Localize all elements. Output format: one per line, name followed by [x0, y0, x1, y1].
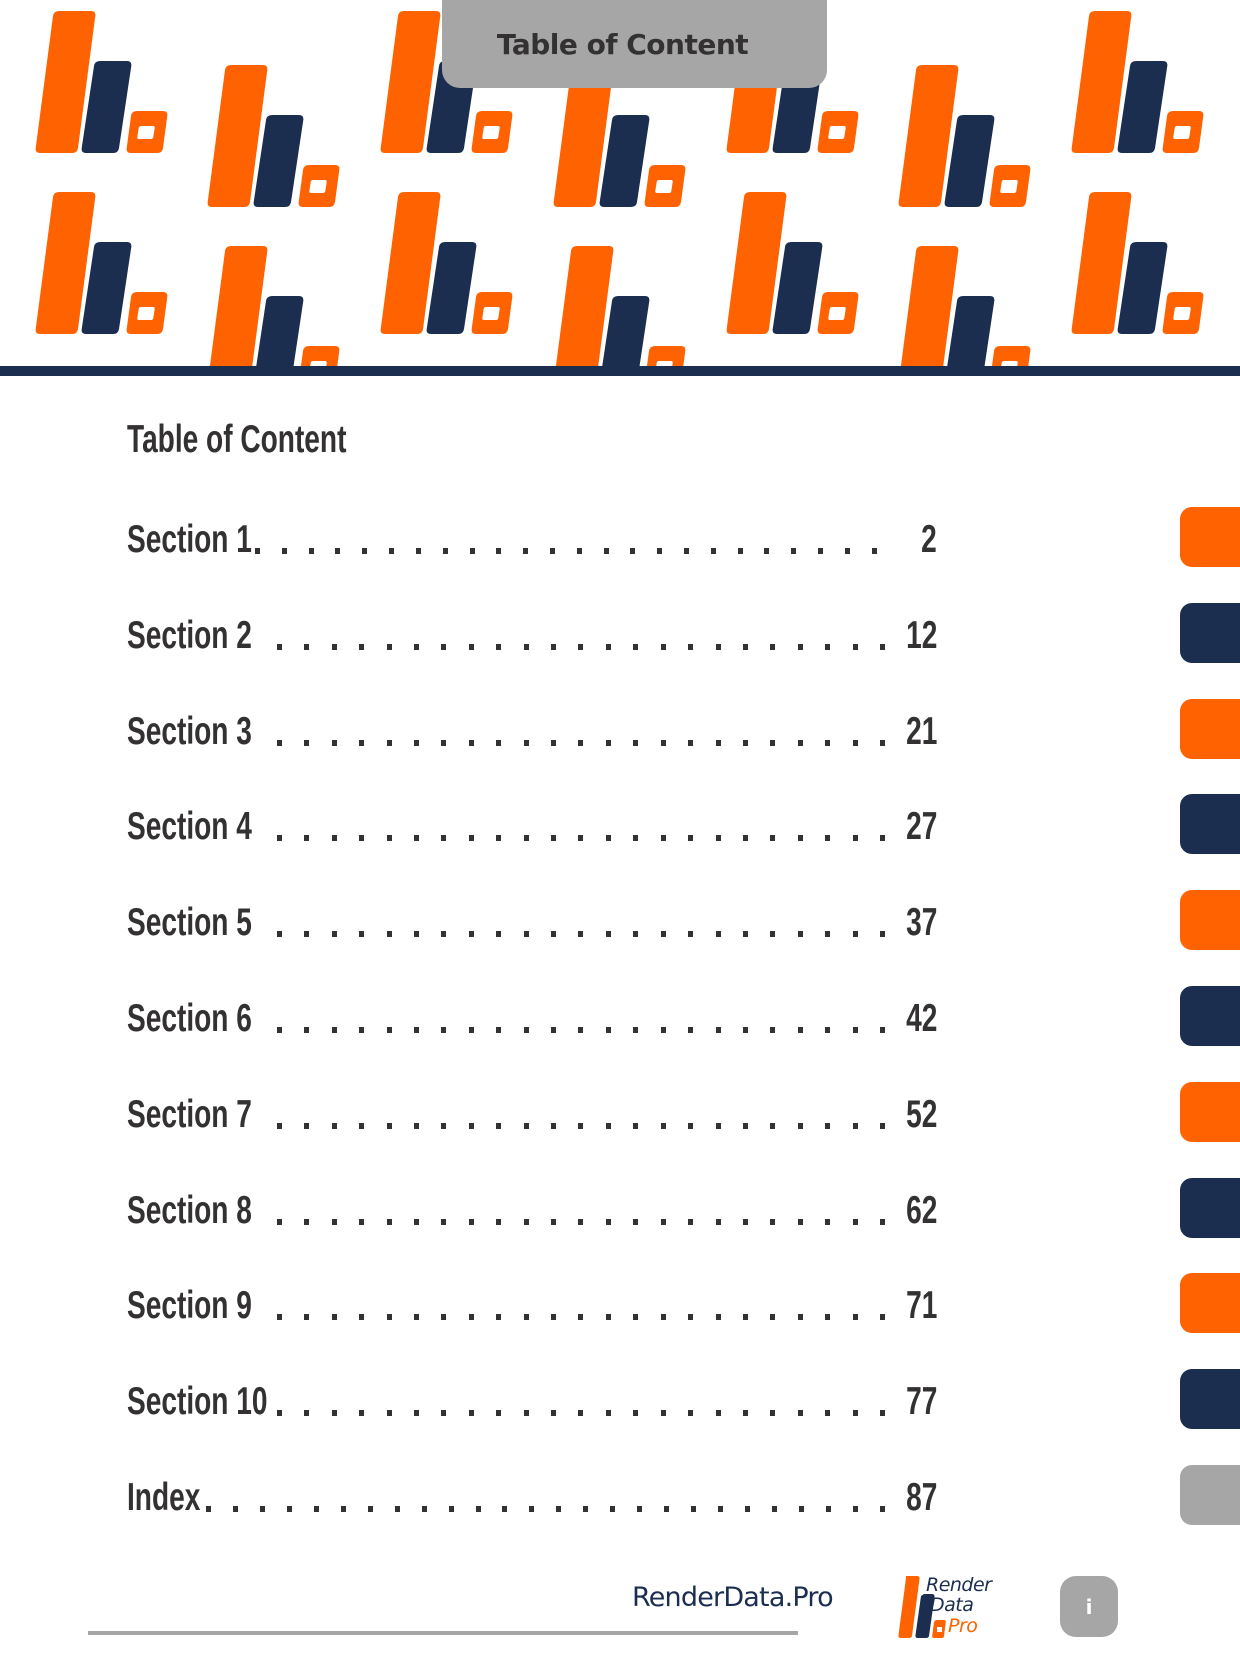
- dot-leader: [277, 1122, 885, 1129]
- bar-chart-motif-icon: [726, 192, 866, 334]
- side-tab-9[interactable]: [1180, 1273, 1240, 1334]
- side-tab-10[interactable]: [1180, 1369, 1240, 1430]
- toc-entry-label: Section 9: [127, 1284, 252, 1328]
- side-tab-8[interactable]: [1180, 1177, 1240, 1238]
- dot-leader: [277, 1027, 885, 1033]
- footer-divider: [88, 1631, 798, 1635]
- toc-entry[interactable]: Section 9 71: [127, 1276, 937, 1336]
- bar-chart-motif-icon: [553, 65, 693, 207]
- logo-text-data: Data: [930, 1594, 974, 1616]
- toc-entry-label: Section 1: [127, 518, 252, 561]
- side-tab-4[interactable]: [1180, 794, 1240, 855]
- side-tab-1[interactable]: [1180, 507, 1240, 567]
- bar-chart-motif-icon: [207, 65, 347, 207]
- toc-entry-page: 27: [905, 805, 937, 849]
- bar-chart-motif-icon: [35, 11, 175, 153]
- toc-entry-label: Section 5: [127, 901, 252, 945]
- toc-entry-page: 71: [905, 1284, 937, 1328]
- bar-chart-motif-icon: [898, 65, 1038, 207]
- toc-entry[interactable]: Index 87: [127, 1468, 937, 1528]
- side-tab-7[interactable]: [1180, 1081, 1240, 1142]
- toc-entry-page: 87: [905, 1476, 937, 1519]
- dot-leader: [277, 835, 885, 842]
- toc-entry[interactable]: Section 5 37: [127, 893, 937, 953]
- dot-leader: [277, 1314, 885, 1321]
- toc-entry-label: Section 4: [127, 805, 252, 849]
- bar-chart-motif-icon: [898, 246, 1038, 366]
- toc-entry[interactable]: Section 1 2: [127, 510, 937, 570]
- toc-entry[interactable]: Section 2 12: [127, 606, 937, 666]
- top-tab-title: Table of Content: [496, 27, 749, 61]
- toc-entry[interactable]: Section 7 52: [127, 1085, 937, 1145]
- side-tab-3[interactable]: [1180, 698, 1240, 759]
- toc-entry-label: Index: [127, 1476, 201, 1519]
- top-tab: Table of Content: [442, 0, 827, 88]
- page-title: Table of Content: [127, 418, 347, 461]
- toc-entry-label: Section 8: [127, 1188, 252, 1232]
- bar-chart-motif-icon: [207, 246, 347, 366]
- bar-chart-motif-icon: [1071, 192, 1211, 334]
- toc-entry-page: 21: [905, 709, 937, 753]
- side-tab-6[interactable]: [1180, 986, 1240, 1046]
- page-number: i: [1085, 1594, 1093, 1619]
- bar-chart-motif-icon: [35, 192, 175, 334]
- logo-text-render: Render: [926, 1574, 992, 1596]
- toc-entry-page: 62: [905, 1188, 937, 1232]
- dot-leader: [277, 643, 885, 650]
- bar-chart-motif-icon: [1071, 11, 1211, 153]
- logo-text-pro: Pro: [948, 1615, 978, 1637]
- dot-leader: [255, 548, 877, 554]
- bar-chart-motif-icon: [380, 192, 520, 334]
- page-number-badge: i: [1060, 1576, 1118, 1637]
- dot-leader: [277, 739, 885, 746]
- toc-entry-page: 2: [921, 518, 937, 561]
- toc-entry-page: 37: [905, 901, 937, 945]
- toc-entry-page: 52: [905, 1092, 937, 1136]
- side-tab-11[interactable]: [1180, 1465, 1240, 1525]
- toc-entry[interactable]: Section 6 42: [127, 989, 937, 1049]
- toc-entry-page: 42: [905, 997, 937, 1040]
- dot-leader: [206, 1506, 885, 1512]
- dot-leader: [277, 1410, 885, 1417]
- toc-entry-label: Section 2: [127, 613, 252, 657]
- toc-entry-page: 12: [905, 613, 937, 657]
- renderdata-logo-icon: Render Data Pro: [898, 1574, 1008, 1640]
- toc-entry[interactable]: Section 8 62: [127, 1181, 937, 1241]
- toc-entry-label: Section 3: [127, 709, 252, 753]
- bar-chart-motif-icon: [553, 246, 693, 366]
- toc-entry-label: Section 7: [127, 1092, 252, 1136]
- footer-site-name: RenderData.Pro: [632, 1582, 834, 1613]
- toc-entry[interactable]: Section 3 21: [127, 702, 937, 762]
- header-divider: [0, 366, 1240, 376]
- toc-entry-label: Section 6: [127, 997, 252, 1040]
- dot-leader: [277, 931, 885, 938]
- toc-entry[interactable]: Section 10 77: [127, 1372, 937, 1432]
- side-tab-5[interactable]: [1180, 890, 1240, 951]
- toc-entry[interactable]: Section 4 27: [127, 797, 937, 857]
- toc-entry-page: 77: [905, 1380, 937, 1424]
- toc-entry-label: Section 10: [127, 1380, 268, 1424]
- bar-chart-motif-icon: [380, 11, 520, 153]
- side-tab-2[interactable]: [1180, 602, 1240, 663]
- dot-leader: [277, 1218, 885, 1225]
- header-pattern: [0, 0, 1240, 366]
